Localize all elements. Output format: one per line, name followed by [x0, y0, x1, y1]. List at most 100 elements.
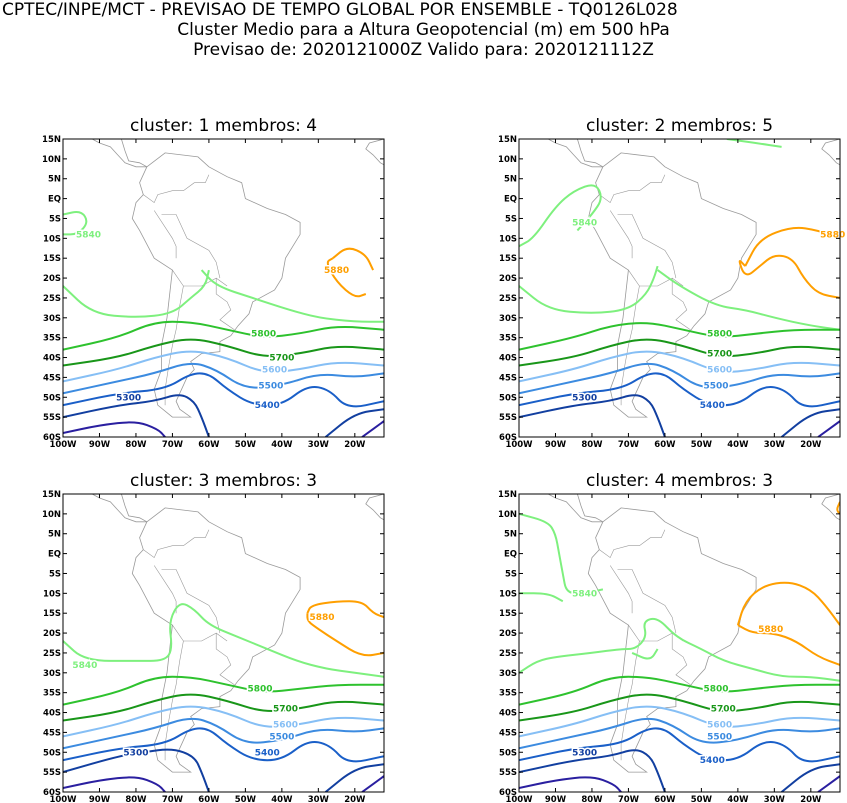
cluster-1-title: cluster: 1 membros: 4: [130, 116, 317, 136]
lat-tick-label: 20S: [43, 629, 61, 639]
contour-line-5500: [519, 717, 840, 750]
lon-tick-label: 70W: [618, 440, 640, 450]
contour-line-5700: [63, 338, 384, 367]
lat-tick-label: 10N: [498, 510, 517, 520]
contour-line-5840: [726, 139, 782, 148]
country-border: [599, 174, 666, 204]
contour-label-5700: 5700: [269, 354, 294, 364]
contour-line-5400: [63, 727, 384, 763]
lat-tick-label: 25S: [43, 294, 61, 304]
contour-label-5400: 5400: [700, 401, 725, 411]
contour-line-5500: [63, 717, 384, 750]
contour-line-5300: [63, 748, 210, 792]
cluster-2-contours: [519, 139, 840, 437]
lon-tick-label: 100W: [49, 440, 77, 450]
lat-tick-label: 15S: [43, 254, 61, 264]
lon-tick-label: 80W: [581, 440, 603, 450]
contour-line-5600: [519, 350, 840, 383]
lat-tick-label: EQ: [504, 550, 517, 560]
lat-tick-label: 30S: [43, 314, 61, 324]
contour-line-5200: [63, 776, 166, 792]
contour-line-5300: [324, 763, 384, 792]
country-border: [143, 529, 210, 559]
lon-tick-label: 90W: [89, 440, 111, 450]
africa-coastline: [821, 139, 840, 166]
lat-tick-label: 10S: [43, 234, 61, 244]
lat-tick-label: 5N: [48, 175, 61, 185]
cluster-4-map: cluster: 4 membros: 3 5880 5840 5800 5700 560…: [498, 471, 841, 803]
contour-line-5800: [519, 322, 840, 351]
contour-label-5800: 5800: [707, 330, 732, 340]
lat-tick-label: 30S: [499, 669, 517, 679]
country-border: [143, 174, 210, 204]
lat-tick-label: EQ: [48, 195, 61, 205]
lat-tick-label: 30S: [499, 314, 517, 324]
contour-label-5800: 5800: [251, 330, 276, 340]
lat-tick-label: 20S: [499, 629, 517, 639]
lat-tick-label: 55S: [43, 413, 61, 423]
contour-line-5840: [200, 269, 384, 323]
lat-tick-label: 35S: [43, 334, 61, 344]
lon-tick-label: 20W: [344, 795, 366, 803]
lat-tick-label: 30S: [43, 669, 61, 679]
country-border: [599, 529, 666, 559]
africa-coastline: [821, 494, 840, 521]
lat-tick-label: 55S: [499, 413, 517, 423]
cluster-4-coastline: [548, 494, 840, 773]
contour-label-5600: 5600: [262, 365, 287, 375]
lon-tick-label: 100W: [49, 795, 77, 803]
lat-tick-label: 60S: [499, 433, 517, 443]
lon-tick-label: 70W: [162, 440, 184, 450]
country-border: [215, 278, 235, 330]
cluster-2-map: cluster: 2 membros: 5 5880 5840 5800 5700 560…: [498, 116, 847, 450]
lat-tick-label: 40S: [43, 709, 61, 719]
lon-tick-label: 90W: [545, 795, 567, 803]
lat-tick-label: EQ: [504, 195, 517, 205]
contour-line-5200: [361, 775, 384, 792]
caribbean-coastline: [92, 139, 148, 168]
figure-title: CPTEC/INPE/MCT - PREVISAO DE TEMPO GLOBA…: [2, 0, 678, 20]
lat-tick-label: 45S: [43, 728, 61, 738]
lon-tick-label: 30W: [764, 440, 786, 450]
lat-tick-label: 10S: [499, 589, 517, 599]
lon-tick-label: 50W: [235, 440, 257, 450]
contour-line-5700: [519, 338, 840, 367]
country-border: [617, 214, 677, 279]
lon-tick-label: 50W: [235, 795, 257, 803]
contour-line-5600: [63, 705, 384, 738]
cluster-4-contours: [519, 501, 840, 792]
lat-tick-label: 50S: [43, 393, 61, 403]
lat-tick-label: 5N: [504, 175, 517, 185]
lon-tick-label: 20W: [800, 795, 822, 803]
contour-label-5880: 5880: [309, 613, 334, 623]
lat-tick-label: 40S: [499, 709, 517, 719]
lat-tick-label: 10N: [42, 510, 61, 520]
lat-tick-label: 25S: [43, 649, 61, 659]
contour-label-5500: 5500: [703, 381, 728, 391]
cluster-3-coastline: [92, 494, 384, 773]
country-border: [161, 569, 221, 634]
contour-label-5400: 5400: [700, 756, 725, 766]
lat-tick-label: 5N: [48, 530, 61, 540]
contour-label-5600: 5600: [707, 365, 732, 375]
cluster-1-coastline: [92, 139, 384, 418]
contour-line-5200: [361, 420, 384, 437]
contour-label-5700: 5700: [711, 705, 736, 715]
contour-label-5880: 5880: [324, 266, 349, 276]
country-border: [164, 640, 184, 761]
lat-tick-label: 55S: [499, 768, 517, 778]
cluster-4-title: cluster: 4 membros: 3: [586, 471, 773, 491]
contour-line-5300: [519, 749, 666, 792]
lat-tick-label: 10N: [42, 155, 61, 165]
contour-line-5840: [63, 603, 384, 678]
lat-tick-label: 60S: [499, 788, 517, 798]
cluster-2-title: cluster: 2 membros: 5: [586, 116, 773, 136]
lon-tick-label: 80W: [581, 795, 603, 803]
lon-tick-label: 50W: [691, 440, 713, 450]
figure-header: CPTEC/INPE/MCT - PREVISAO DE TEMPO GLOBA…: [0, 0, 847, 60]
lat-tick-label: 15S: [499, 254, 517, 264]
contour-line-5200: [817, 775, 840, 792]
contour-line-5700: [519, 693, 840, 722]
country-border: [609, 565, 633, 614]
